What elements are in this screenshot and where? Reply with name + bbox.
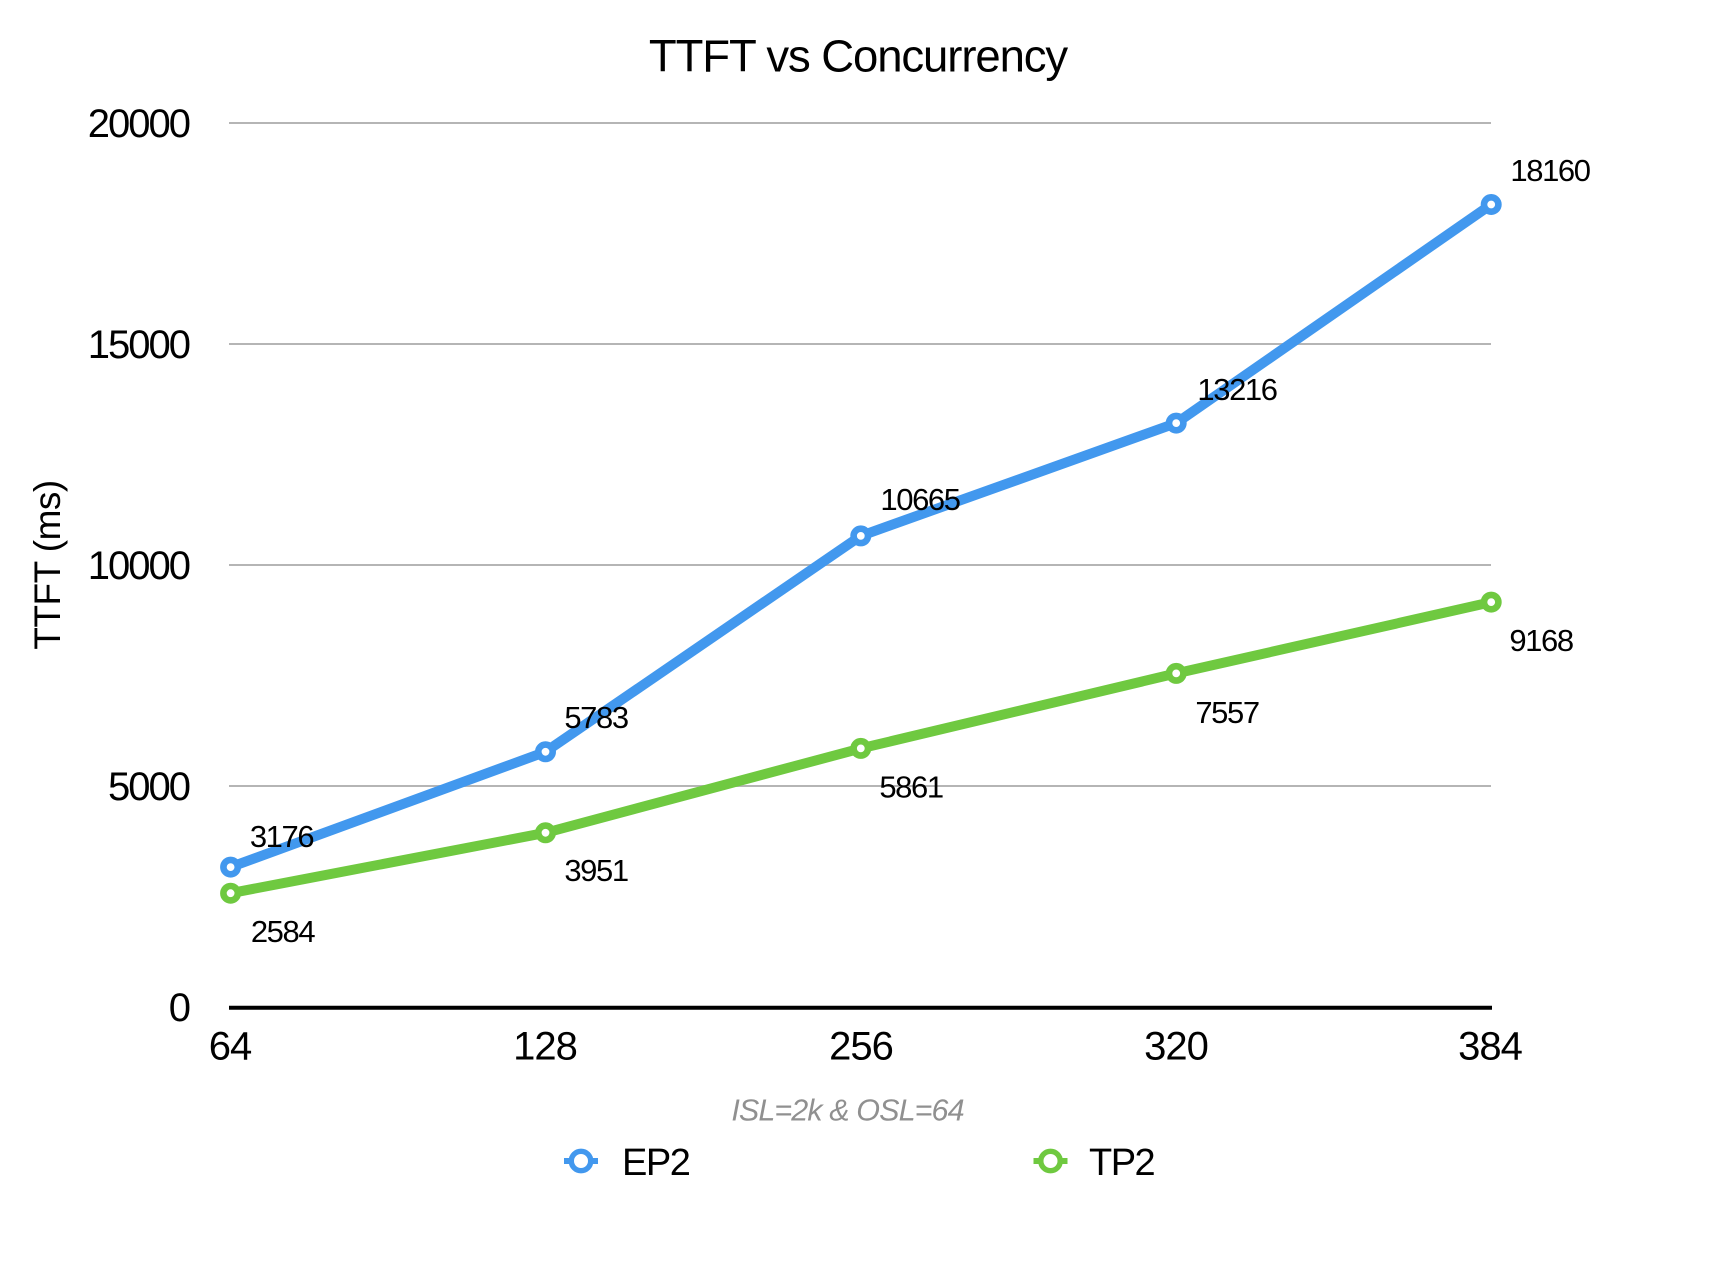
svg-text:TP2: TP2: [1089, 1142, 1155, 1184]
svg-text:ISL=2k & OSL=64: ISL=2k & OSL=64: [731, 1094, 963, 1128]
svg-text:20000: 20000: [88, 102, 190, 146]
svg-text:18160: 18160: [1510, 153, 1590, 188]
svg-text:2584: 2584: [251, 914, 316, 949]
svg-text:0: 0: [169, 986, 190, 1030]
svg-text:3176: 3176: [250, 819, 314, 854]
svg-text:10665: 10665: [880, 482, 959, 517]
svg-text:5861: 5861: [879, 770, 943, 805]
svg-text:15000: 15000: [88, 323, 190, 367]
svg-text:384: 384: [1458, 1025, 1522, 1069]
svg-text:13216: 13216: [1197, 372, 1276, 407]
svg-text:5783: 5783: [564, 700, 628, 735]
svg-text:9168: 9168: [1509, 623, 1573, 658]
svg-text:128: 128: [513, 1025, 577, 1069]
svg-text:EP2: EP2: [622, 1142, 690, 1184]
svg-text:TTFT vs Concurrency: TTFT vs Concurrency: [649, 31, 1069, 82]
svg-text:10000: 10000: [88, 544, 190, 588]
svg-text:TTFT (ms): TTFT (ms): [27, 480, 68, 649]
svg-text:5000: 5000: [108, 765, 190, 809]
svg-text:3951: 3951: [564, 853, 628, 888]
svg-text:7557: 7557: [1195, 695, 1259, 730]
svg-text:320: 320: [1144, 1025, 1208, 1069]
svg-text:64: 64: [209, 1025, 252, 1069]
svg-text:256: 256: [829, 1025, 893, 1069]
